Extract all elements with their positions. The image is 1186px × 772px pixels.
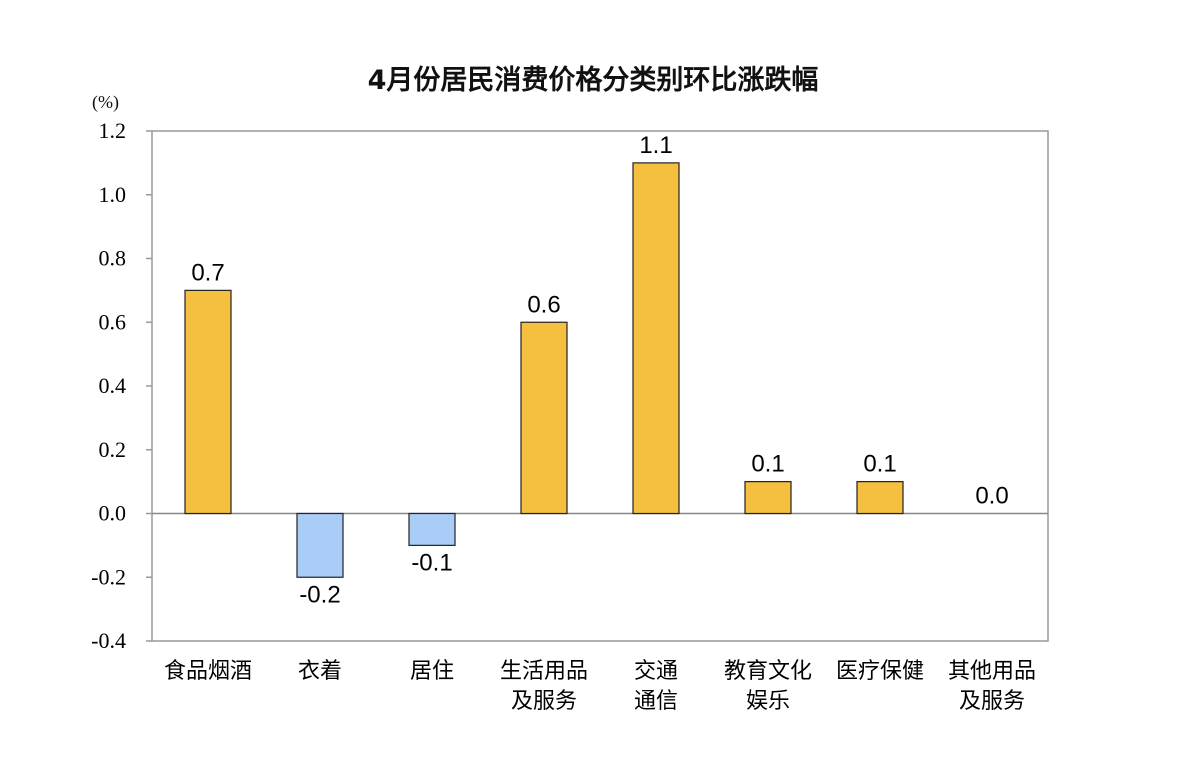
x-category-label: 及服务 bbox=[511, 689, 577, 714]
y-axis-unit: (%) bbox=[92, 92, 119, 112]
y-tick-label: 0.2 bbox=[99, 437, 127, 462]
data-label: 1.1 bbox=[639, 132, 672, 159]
y-tick-label: -0.4 bbox=[91, 628, 126, 653]
data-label: -0.1 bbox=[411, 549, 452, 576]
x-category-label: 及服务 bbox=[959, 689, 1025, 714]
data-label: 0.1 bbox=[863, 451, 896, 478]
bar bbox=[632, 162, 680, 515]
x-category-label: 娱乐 bbox=[746, 689, 790, 714]
bar bbox=[856, 481, 904, 515]
bar bbox=[184, 289, 232, 515]
y-tick-label: 0.6 bbox=[99, 309, 127, 334]
y-tick-label: 0.8 bbox=[99, 246, 127, 271]
y-tick-label: 1.0 bbox=[99, 182, 127, 207]
x-category-label: 食品烟酒 bbox=[164, 659, 252, 684]
data-label: 0.7 bbox=[191, 259, 224, 286]
chart-title: 4月份居民消费价格分类别环比涨跌幅 bbox=[367, 65, 819, 96]
y-tick-label: -0.2 bbox=[91, 564, 126, 589]
y-tick-label: 0.0 bbox=[99, 501, 127, 526]
x-category-label: 衣着 bbox=[298, 659, 342, 684]
bar bbox=[408, 512, 456, 546]
x-category-label: 其他用品 bbox=[948, 659, 1036, 684]
data-label: -0.2 bbox=[299, 581, 340, 608]
x-category-label: 医疗保健 bbox=[836, 659, 924, 684]
x-category-label: 生活用品 bbox=[500, 659, 588, 684]
bar bbox=[520, 321, 568, 515]
y-tick-label: 1.2 bbox=[99, 118, 127, 143]
data-label: 0.1 bbox=[751, 451, 784, 478]
x-category-label: 交通 bbox=[634, 659, 678, 684]
data-label: 0.0 bbox=[975, 483, 1008, 510]
data-label: 0.6 bbox=[527, 291, 560, 318]
bar bbox=[296, 512, 344, 578]
x-category-label: 通信 bbox=[634, 689, 678, 714]
bar bbox=[744, 481, 792, 515]
plot-frame bbox=[151, 130, 1049, 642]
x-category-label: 教育文化 bbox=[724, 659, 812, 684]
x-category-label: 居住 bbox=[410, 659, 454, 684]
y-tick-label: 0.4 bbox=[99, 373, 127, 398]
